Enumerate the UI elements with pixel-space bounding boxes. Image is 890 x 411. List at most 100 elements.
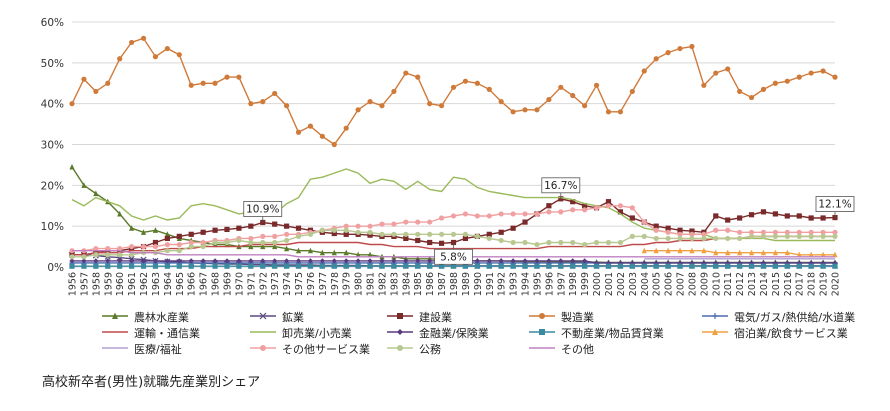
data-point <box>81 263 87 269</box>
data-point <box>725 66 731 72</box>
data-point <box>283 263 290 269</box>
data-point <box>641 68 647 74</box>
data-point <box>415 219 421 225</box>
data-point <box>558 258 564 264</box>
series-line <box>71 168 835 242</box>
data-point <box>117 246 123 252</box>
data-point <box>112 312 118 319</box>
data-point <box>129 263 135 269</box>
data-point <box>260 243 266 250</box>
legend-label: 公務 <box>419 343 441 356</box>
data-point <box>295 225 302 231</box>
x-tick-label: 1971 <box>246 272 257 296</box>
data-point <box>593 82 600 88</box>
data-point <box>641 247 647 254</box>
data-point <box>760 233 767 239</box>
data-point <box>760 86 767 92</box>
data-point <box>129 258 135 264</box>
x-tick-label: 1964 <box>163 272 174 296</box>
data-point <box>617 109 624 115</box>
data-point <box>784 78 790 84</box>
data-point <box>605 109 612 115</box>
x-tick-label: 2004 <box>640 272 651 296</box>
x-tick-label: 1963 <box>151 272 162 296</box>
data-point <box>69 258 75 264</box>
data-point <box>248 243 254 250</box>
data-point <box>260 263 266 269</box>
data-point <box>539 313 545 319</box>
data-point <box>200 263 206 269</box>
data-point <box>570 258 576 264</box>
data-point <box>760 229 767 235</box>
data-point <box>462 263 469 269</box>
x-tick-label: 1989 <box>461 272 472 296</box>
data-point <box>474 263 480 269</box>
data-point <box>486 263 492 269</box>
data-point <box>737 215 743 221</box>
data-point <box>272 90 278 97</box>
legend-label: その他サービス業 <box>282 343 370 356</box>
data-point <box>319 249 325 256</box>
x-tick-label: 1998 <box>568 272 579 296</box>
data-point <box>605 263 612 269</box>
legend-label: 不動産業/物品賃貸業 <box>561 327 664 340</box>
data-point <box>784 229 790 235</box>
data-point <box>248 235 254 242</box>
legend-swatch <box>250 331 276 333</box>
data-label: 16.7% <box>541 177 581 199</box>
data-point <box>331 230 337 237</box>
data-point <box>379 221 385 227</box>
data-point <box>820 68 826 74</box>
data-point <box>93 190 99 197</box>
data-point <box>617 263 624 269</box>
data-point <box>772 233 778 239</box>
data-point <box>558 263 564 269</box>
data-point <box>546 263 552 269</box>
data-point <box>450 213 457 219</box>
data-point <box>391 231 397 237</box>
data-point <box>415 231 421 237</box>
data-point <box>391 258 397 264</box>
data-point <box>617 209 624 215</box>
data-point <box>260 233 266 239</box>
data-point <box>713 249 719 256</box>
data-point <box>319 227 325 233</box>
data-point <box>772 229 778 235</box>
x-tick-label: 1959 <box>103 272 114 296</box>
x-tick-label: 1980 <box>354 272 365 296</box>
data-point <box>701 235 707 242</box>
data-point <box>713 227 719 233</box>
legend-label: 金融業/保険業 <box>419 327 489 340</box>
series-lines <box>68 35 839 269</box>
legend-label: 運輸・通信業 <box>134 327 200 340</box>
data-point <box>605 239 612 246</box>
data-point <box>188 239 194 246</box>
data-point <box>319 258 325 264</box>
legend-swatch <box>387 329 413 335</box>
y-tick-label: 30% <box>41 140 64 152</box>
data-point <box>737 249 743 256</box>
data-point <box>164 235 170 242</box>
x-tick-label: 1984 <box>401 272 412 296</box>
legend-swatch <box>250 312 276 320</box>
data-point <box>796 260 802 266</box>
data-point <box>701 82 707 88</box>
y-tick-label: 20% <box>41 180 64 192</box>
data-point <box>224 263 230 269</box>
data-point <box>260 258 266 264</box>
data-point <box>629 233 635 239</box>
data-point <box>725 217 731 223</box>
x-tick-label: 1976 <box>306 272 317 296</box>
data-point <box>248 101 254 107</box>
data-point <box>605 203 612 209</box>
data-point <box>546 239 552 246</box>
legend-swatch <box>529 313 555 319</box>
data-point <box>748 263 755 269</box>
annotations: 10.9% 5.8% 16.7% 12.1% <box>243 177 855 265</box>
legend-swatch <box>702 313 728 319</box>
data-point <box>522 263 528 269</box>
data-point <box>593 239 600 246</box>
data-point <box>820 229 826 235</box>
data-point <box>176 233 182 239</box>
data-point <box>629 215 635 221</box>
